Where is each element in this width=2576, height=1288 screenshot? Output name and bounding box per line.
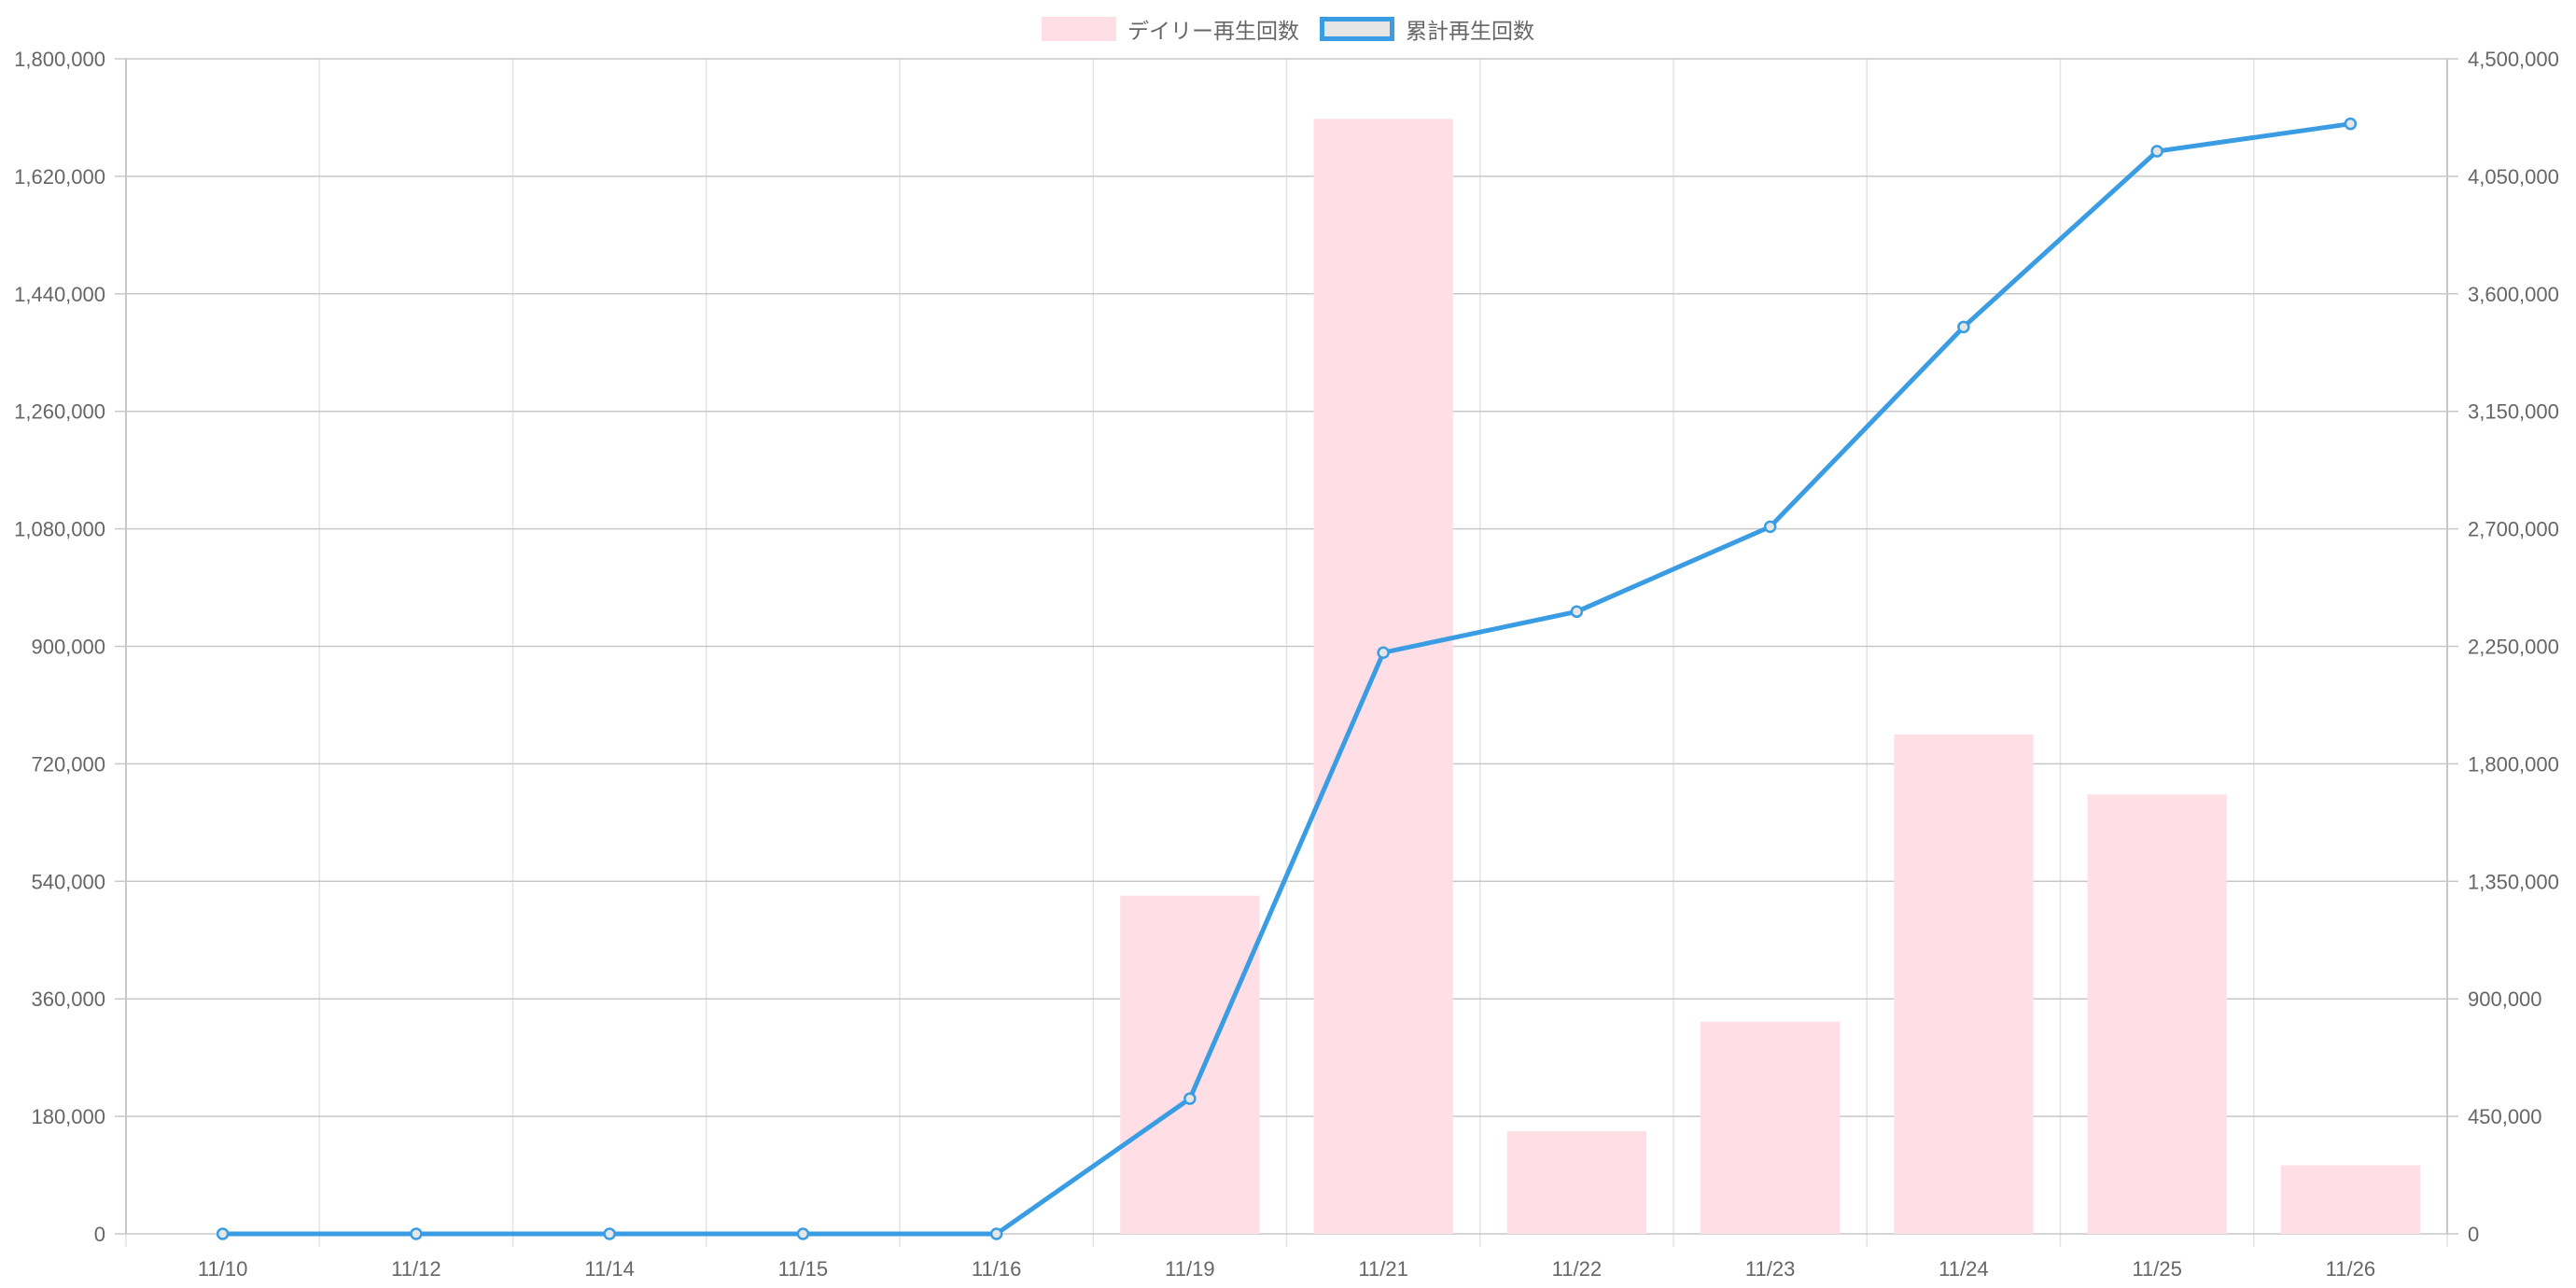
legend-swatch-bar (1042, 17, 1116, 41)
bar-daily-plays (1894, 734, 2034, 1234)
point-cumulative-plays (989, 1227, 1003, 1240)
x-tick-label: 11/21 (1358, 1257, 1407, 1281)
y-right-tick-label: 1,350,000 (2468, 870, 2559, 893)
y-right-tick-label: 450,000 (2468, 1105, 2542, 1128)
legend-item-daily-plays[interactable]: デイリー再生回数 (1042, 13, 1299, 45)
bar-daily-plays (1313, 119, 1453, 1235)
y-left-tick-label: 180,000 (31, 1105, 105, 1128)
x-tick-label: 11/25 (2132, 1257, 2181, 1281)
point-cumulative-plays (603, 1227, 616, 1240)
y-right-tick-label: 0 (2468, 1223, 2479, 1246)
x-tick-label: 11/22 (1552, 1257, 1602, 1281)
y-left-tick-label: 720,000 (31, 752, 105, 776)
bar-daily-plays (1701, 1021, 1841, 1234)
y-left-tick-label: 0 (94, 1223, 105, 1246)
point-cumulative-plays (1183, 1092, 1197, 1105)
y-right-tick-label: 900,000 (2468, 987, 2542, 1011)
y-right-tick-label: 3,600,000 (2468, 283, 2559, 306)
legend-label-daily-plays: デイリー再生回数 (1127, 19, 1299, 43)
legend-swatch-line (1320, 17, 1394, 41)
point-cumulative-plays (2150, 145, 2163, 158)
y-left-tick-label: 1,800,000 (14, 48, 105, 71)
cumulative-plays-line (216, 117, 2358, 1240)
y-right-tick-label: 3,150,000 (2468, 400, 2559, 424)
y-right-tick-label: 4,500,000 (2468, 48, 2559, 71)
bar-daily-plays (1120, 895, 1260, 1234)
y-right-tick-label: 2,250,000 (2468, 636, 2559, 659)
x-tick-label: 11/12 (391, 1257, 441, 1281)
point-cumulative-plays (216, 1227, 230, 1240)
point-cumulative-plays (410, 1227, 423, 1240)
point-cumulative-plays (796, 1227, 810, 1240)
point-cumulative-plays (1377, 646, 1390, 659)
bar-daily-plays (1506, 1131, 1646, 1234)
point-cumulative-plays (1570, 605, 1584, 619)
legend: デイリー再生回数 累計再生回数 (0, 13, 2576, 45)
x-tick-label: 11/16 (972, 1257, 1021, 1281)
line-cumulative-plays (222, 121, 2351, 1237)
y-right-tick-label: 4,050,000 (2468, 165, 2559, 189)
y-left-tick-label: 1,080,000 (14, 518, 105, 541)
point-cumulative-plays (1957, 320, 1970, 334)
y-left-tick-label: 360,000 (31, 987, 105, 1011)
y-left-tick-label: 1,620,000 (14, 165, 105, 189)
x-tick-label: 11/23 (1745, 1257, 1795, 1281)
y-left-tick-label: 900,000 (31, 636, 105, 659)
y-right-tick-label: 2,700,000 (2468, 518, 2559, 541)
y-right-tick-label: 1,800,000 (2468, 752, 2559, 776)
x-tick-label: 11/15 (778, 1257, 828, 1281)
point-cumulative-plays (1763, 520, 1777, 534)
axes: 0 0 180,000 450,000 360,000 900,000 540,000 1,3… (14, 48, 2559, 1281)
y-left-tick-label: 1,260,000 (14, 400, 105, 424)
bar-daily-plays (2087, 794, 2227, 1234)
daily-plays-bars (1120, 119, 2420, 1235)
x-tick-label: 11/26 (2326, 1257, 2375, 1281)
bar-daily-plays (2280, 1165, 2420, 1234)
x-tick-label: 11/24 (1939, 1257, 1988, 1281)
x-tick-label: 11/14 (584, 1257, 634, 1281)
x-tick-label: 11/19 (1165, 1257, 1214, 1281)
x-tick-label: 11/10 (198, 1257, 247, 1281)
y-left-tick-label: 540,000 (31, 870, 105, 893)
y-left-tick-label: 1,440,000 (14, 283, 105, 306)
point-cumulative-plays (2344, 117, 2358, 131)
legend-item-cumulative-plays[interactable]: 累計再生回数 (1320, 13, 1534, 45)
legend-label-cumulative-plays: 累計再生回数 (1406, 19, 1534, 43)
